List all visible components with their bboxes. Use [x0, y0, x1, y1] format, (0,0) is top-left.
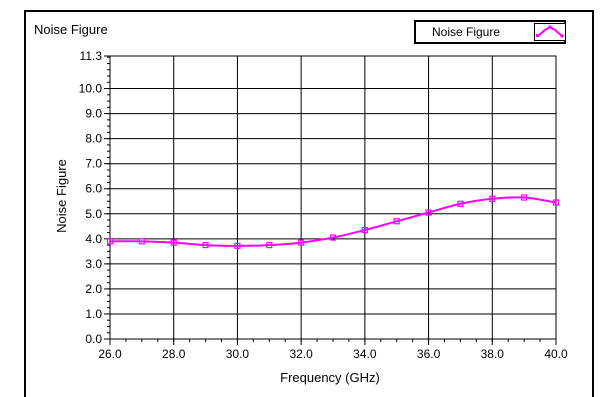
- series-layer: [106, 194, 560, 249]
- data-point-marker: [457, 200, 464, 207]
- x-tick-label: 34.0: [353, 347, 377, 361]
- plot-area: [109, 55, 557, 340]
- y-axis-label: Noise Figure: [54, 159, 69, 233]
- data-point-marker: [393, 218, 400, 225]
- y-axis-ticks: 0.0 1.0 2.0 3.0 4.0 5.0 6.0 7.0 8.0 9.0 10.0 11.3: [79, 49, 110, 346]
- y-tick-label: 8.0: [85, 132, 102, 146]
- data-point-marker: [170, 239, 177, 246]
- data-point-marker: [361, 226, 368, 234]
- y-tick-label: 9.0: [85, 107, 102, 121]
- y-tick-label: 2.0: [85, 282, 102, 296]
- data-point-marker: [552, 199, 560, 206]
- y-tick-label: 0.0: [85, 332, 102, 346]
- x-tick-label: 40.0: [544, 347, 568, 361]
- x-axis-label: Frequency (GHz): [280, 370, 380, 385]
- legend-label: Noise Figure: [432, 25, 501, 39]
- y-tick-label: 6.0: [85, 182, 102, 196]
- legend-line-swatch-icon: [534, 23, 566, 41]
- chart-title: Noise Figure: [34, 22, 108, 37]
- data-point-marker: [521, 194, 528, 201]
- x-tick-label: 32.0: [289, 347, 313, 361]
- data-point-marker: [425, 209, 432, 216]
- data-point-marker: [202, 241, 209, 249]
- legend[interactable]: Noise Figure: [414, 20, 566, 44]
- y-tick-label: 5.0: [85, 207, 102, 221]
- data-point-marker: [106, 238, 114, 245]
- y-tick-label: 4.0: [85, 232, 102, 246]
- x-tick-label: 28.0: [162, 347, 186, 361]
- y-tick-label: 7.0: [85, 157, 102, 171]
- x-tick-label: 30.0: [226, 347, 250, 361]
- x-tick-label: 38.0: [481, 347, 505, 361]
- data-point-marker: [489, 195, 496, 202]
- y-tick-label: 1.0: [85, 307, 102, 321]
- grid: [109, 55, 557, 340]
- x-tick-label: 26.0: [98, 347, 122, 361]
- data-point-marker: [298, 239, 305, 246]
- y-tick-label: 3.0: [85, 257, 102, 271]
- series-line: [109, 196, 557, 247]
- x-tick-label: 36.0: [417, 347, 441, 361]
- x-axis-ticks: 26.0 28.0 30.0 32.0 34.0 36.0 38.0 40.0: [98, 339, 568, 361]
- y-tick-label: 11.3: [80, 49, 103, 63]
- data-point-marker: [234, 242, 241, 249]
- data-point-marker: [329, 234, 337, 241]
- data-point-marker: [138, 238, 145, 245]
- y-tick-label: 10.0: [79, 82, 103, 96]
- data-point-marker: [266, 241, 273, 249]
